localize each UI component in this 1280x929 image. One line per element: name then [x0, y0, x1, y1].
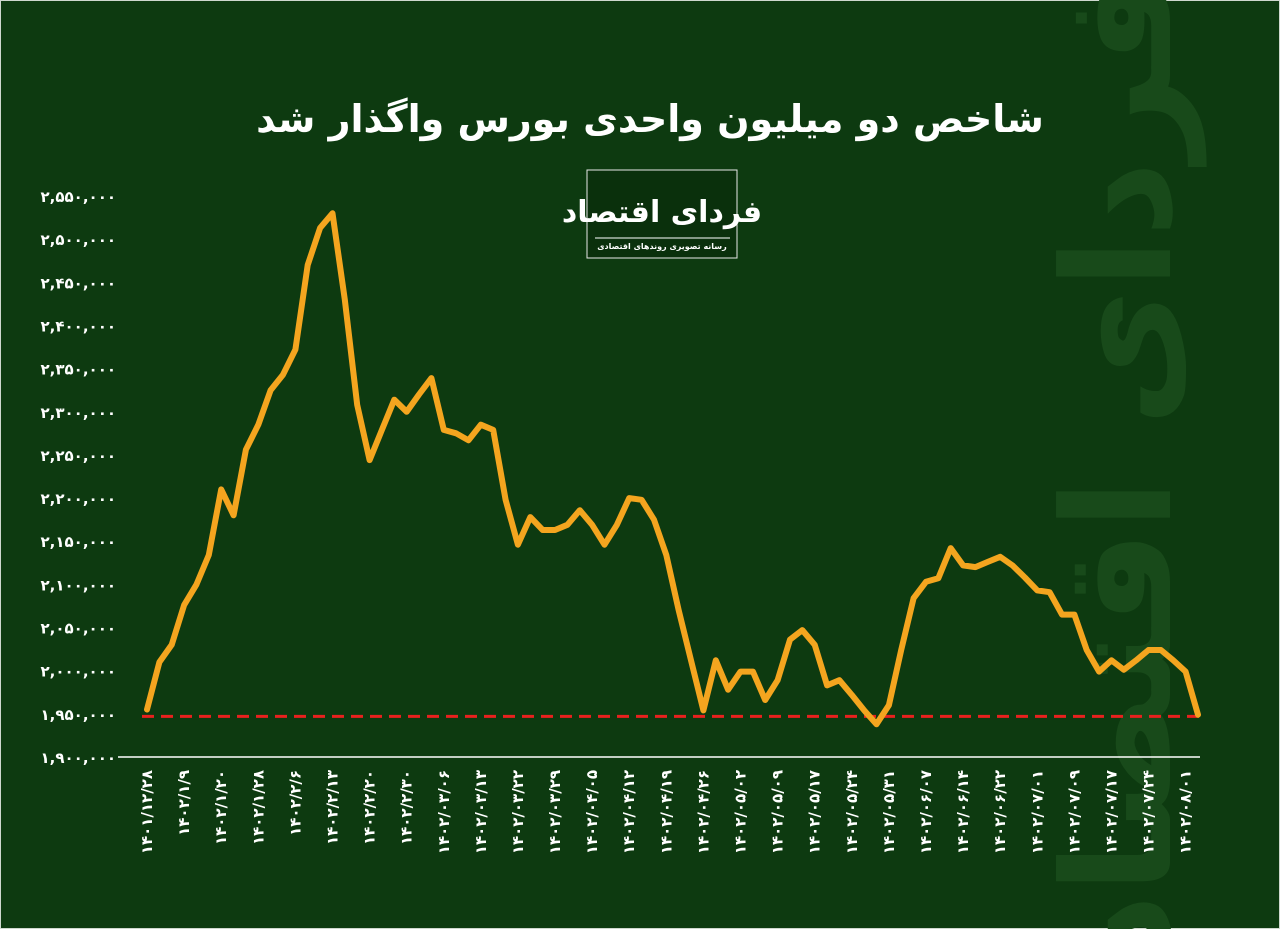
y-tick-label: ۲,۰۰۰,۰۰۰: [41, 663, 116, 681]
x-tick-label: ۱۴۰۲/۰۴/۲۶: [694, 770, 712, 854]
logo-tagline: رسانه تصویری روندهای اقتصادی: [597, 242, 727, 251]
x-tick-label: ۱۴۰۲/۰۷/۲۴: [1140, 770, 1158, 854]
y-tick-label: ۲,۲۵۰,۰۰۰: [41, 447, 116, 465]
x-tick-label: ۱۴۰۲/۰۶/۲۲: [991, 770, 1009, 854]
y-tick-label: ۲,۰۵۰,۰۰۰: [41, 620, 116, 638]
y-tick-label: ۲,۳۵۰,۰۰۰: [41, 361, 116, 379]
y-tick-label: ۲,۵۰۰,۰۰۰: [41, 231, 116, 249]
y-tick-label: ۲,۴۰۰,۰۰۰: [41, 317, 116, 335]
x-tick-label: ۱۴۰۲/۰۷/۰۱: [1028, 770, 1046, 854]
x-tick-label: ۱۴۰۲/۰۷/۱۷: [1102, 770, 1120, 854]
watermark: فردای اقتصاد: [1032, 0, 1207, 929]
chart-title: شاخص دو میلیون واحدی بورس واگذار شد: [256, 97, 1044, 142]
x-tick-label: ۱۴۰۲/۲/۶: [286, 770, 304, 836]
x-tick-label: ۱۴۰۲/۰۳/۰۶: [435, 770, 453, 854]
y-tick-label: ۲,۲۰۰,۰۰۰: [41, 490, 116, 508]
y-tick-label: ۱,۹۰۰,۰۰۰: [41, 749, 116, 767]
x-tick-label: ۱۴۰۲/۰۸/۰۱: [1177, 770, 1195, 854]
x-tick-label: ۱۴۰۲/۲/۲۰: [361, 770, 379, 845]
x-tick-label: ۱۴۰۲/۰۵/۰۲: [732, 770, 750, 854]
x-tick-label: ۱۴۰۲/۰۵/۳۱: [880, 770, 898, 854]
x-tick-label: ۱۴۰۲/۰۴/۱۹: [657, 770, 675, 854]
logo-name: فردای اقتصاد: [562, 195, 762, 230]
x-tick-label: ۱۴۰۲/۰۳/۱۳: [472, 770, 490, 854]
x-tick-label: ۱۴۰۲/۲/۳۰: [398, 770, 416, 845]
y-tick-label: ۲,۳۰۰,۰۰۰: [41, 404, 116, 422]
x-tick-label: ۱۴۰۱/۱۲/۲۸: [138, 770, 156, 854]
x-tick-label: ۱۴۰۲/۱/۹: [175, 770, 193, 836]
x-tick-label: ۱۴۰۲/۰۴/۰۵: [583, 770, 601, 854]
x-tick-label: ۱۴۰۲/۱/۲۰: [212, 770, 230, 845]
x-tick-label: ۱۴۰۲/۱/۲۸: [249, 770, 267, 845]
x-tick-label: ۱۴۰۲/۰۶/۰۷: [917, 770, 935, 854]
logo-box: [586, 169, 738, 259]
x-tick-label: ۱۴۰۲/۰۵/۲۴: [843, 770, 861, 854]
data-line: [144, 210, 1201, 728]
y-tick-label: ۲,۴۵۰,۰۰۰: [41, 274, 116, 292]
x-tick-label: ۱۴۰۲/۰۷/۰۹: [1065, 770, 1083, 854]
y-tick-label: ۲,۱۰۰,۰۰۰: [41, 576, 116, 594]
x-tick-label: ۱۴۰۲/۰۳/۲۲: [509, 770, 527, 854]
x-tick-label: ۱۴۰۲/۰۵/۱۷: [806, 770, 824, 854]
y-tick-label: ۱,۹۵۰,۰۰۰: [41, 706, 116, 724]
x-tick-label: ۱۴۰۲/۰۶/۱۴: [954, 770, 972, 854]
x-tick-label: ۱۴۰۲/۲/۱۳: [323, 770, 341, 845]
y-tick-label: ۲,۱۵۰,۰۰۰: [41, 533, 116, 551]
x-tick-label: ۱۴۰۲/۰۳/۲۹: [546, 770, 564, 854]
x-tick-label: ۱۴۰۲/۰۴/۱۲: [620, 770, 638, 854]
x-tick-label: ۱۴۰۲/۰۵/۰۹: [769, 770, 787, 854]
y-tick-label: ۲,۵۵۰,۰۰۰: [41, 188, 116, 206]
